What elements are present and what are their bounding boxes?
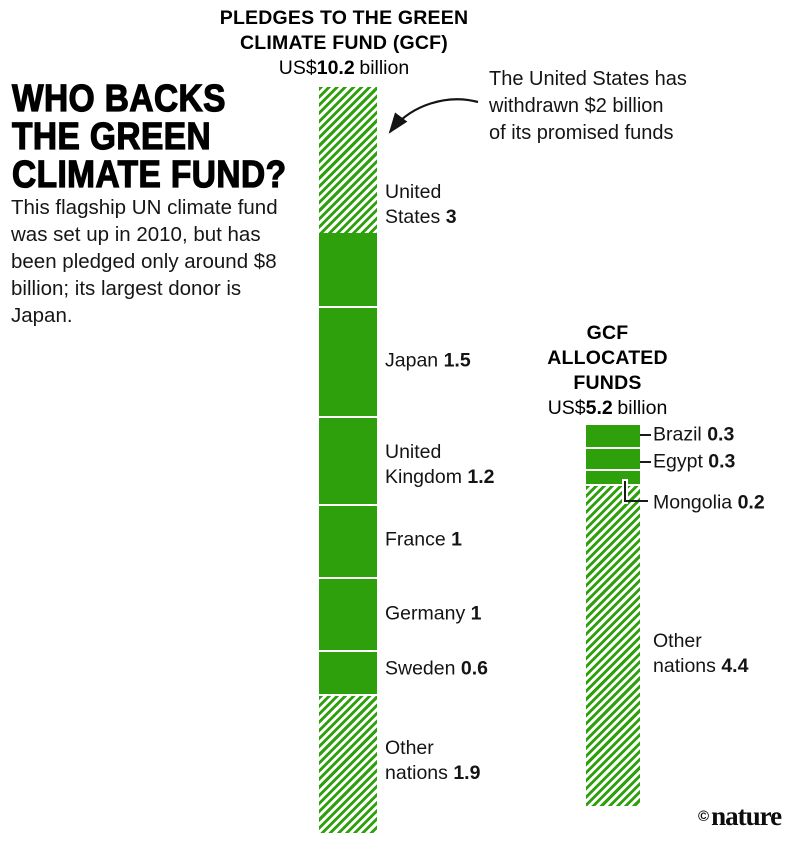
mongolia-leader-line-horizontal — [624, 500, 648, 502]
bar-segment-france — [319, 503, 377, 577]
pledges-stacked-bar — [319, 87, 377, 833]
segment-label-france: France 1 — [385, 528, 462, 551]
allocated-stacked-bar — [586, 425, 640, 806]
pledges-chart-title-line: PLEDGES TO THE GREEN — [219, 7, 469, 29]
pledges-total: US$10.2 billion — [179, 56, 509, 81]
nature-wordmark: nature — [711, 801, 782, 831]
allocated-total-amount: 5.2 — [585, 397, 613, 419]
allocated-chart-title-line: GCF — [586, 322, 629, 344]
allocated-total-currency: US$ — [547, 397, 586, 419]
segment-label-other-nations: Other nations 4.4 — [653, 629, 749, 677]
bar-segment-other-nations — [319, 694, 377, 833]
page-title-line: THE GREEN — [11, 116, 212, 158]
egypt-leader-line — [640, 460, 651, 463]
segment-label-egypt: Egypt 0.3 — [653, 450, 736, 473]
allocated-chart-header: GCF ALLOCATED FUNDS US$5.2 billion — [495, 321, 720, 421]
segment-label-sweden: Sweden 0.6 — [385, 657, 488, 680]
bar-segment-egypt — [586, 446, 640, 469]
brazil-leader-line — [640, 433, 651, 436]
copyright-icon: © — [698, 808, 710, 825]
bar-segment-united-kingdom — [319, 416, 377, 504]
bar-segment-sweden — [319, 650, 377, 694]
segment-label-japan: Japan 1.5 — [385, 349, 471, 372]
allocated-total-unit: billion — [617, 397, 668, 419]
bar-segment-brazil — [586, 425, 640, 447]
bar-segment-united-states — [319, 87, 377, 307]
remaining-solid-portion — [319, 233, 377, 307]
pledges-total-currency: US$ — [278, 57, 317, 79]
segment-label-mongolia: Mongolia 0.2 — [653, 491, 765, 514]
bar-segment-germany — [319, 577, 377, 651]
segment-label-united-kingdom: United Kingdom 1.2 — [385, 441, 495, 488]
segment-label-united-states: United States 3 — [385, 180, 457, 228]
pledges-chart-title-line: CLIMATE FUND (GCF) — [240, 32, 448, 54]
pledges-total-unit: billion — [359, 57, 410, 79]
annotation-line: of its promised funds — [489, 122, 674, 144]
pledges-total-amount: 10.2 — [316, 57, 355, 79]
annotation-line: withdrawn $2 billion — [489, 95, 664, 117]
mongolia-leader-line-vertical — [624, 481, 626, 502]
segment-label-brazil: Brazil 0.3 — [653, 423, 735, 446]
intro-text: This flagship UN climate fund was set up… — [11, 196, 278, 327]
us-withdrawal-annotation: The United States has withdrawn $2 billi… — [489, 66, 687, 147]
segment-label-germany: Germany 1 — [385, 602, 482, 625]
annotation-line: The United States has — [489, 68, 687, 90]
pledges-chart-header: PLEDGES TO THE GREEN CLIMATE FUND (GCF) … — [179, 6, 509, 81]
page-title: WHO BACKS THE GREEN CLIMATE FUND? — [11, 78, 324, 196]
nature-brand: © nature — [698, 801, 782, 831]
withdrawn-hatched-portion — [319, 87, 377, 234]
bar-segment-japan — [319, 306, 377, 417]
allocated-total: US$5.2 billion — [495, 396, 720, 421]
allocated-chart-title-line: FUNDS — [573, 372, 642, 394]
bar-segment-other-nations — [586, 483, 640, 806]
segment-label-other-nations: Other nations 1.9 — [385, 736, 481, 784]
page-title-line: CLIMATE FUND? — [11, 154, 287, 196]
page-title-line: WHO BACKS — [11, 78, 226, 120]
allocated-chart-title-line: ALLOCATED — [547, 347, 668, 369]
bar-segment-mongolia — [586, 468, 640, 484]
